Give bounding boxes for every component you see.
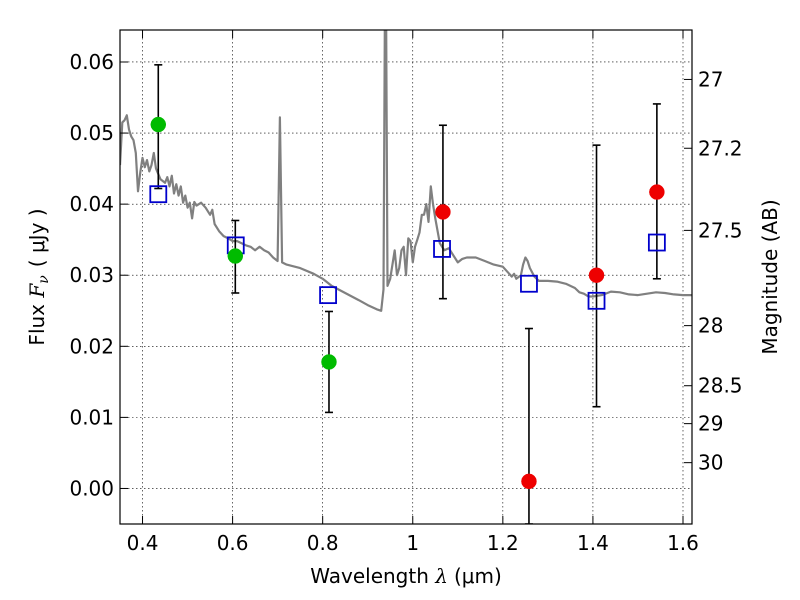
observed-point bbox=[227, 248, 244, 264]
x-tick-label: 0.6 bbox=[217, 531, 249, 555]
y2-tick-label: 28 bbox=[698, 314, 723, 338]
y2-tick-label: 27 bbox=[698, 67, 723, 91]
model-point bbox=[149, 185, 168, 204]
error-bars-layer bbox=[154, 64, 661, 524]
x-tick-label: 1.2 bbox=[487, 531, 519, 555]
template-sed-line bbox=[120, 30, 692, 312]
template-sed-layer bbox=[120, 30, 692, 312]
y2-tick-labels: 27 27.2 27.5 28 28.5 29 30 bbox=[698, 67, 743, 474]
y-tick-label: 0.06 bbox=[69, 50, 114, 74]
observed-point bbox=[521, 473, 537, 490]
axis-ticks bbox=[120, 30, 692, 524]
model-point bbox=[647, 233, 666, 252]
y-tick-label: 0.04 bbox=[69, 192, 114, 216]
x-axis-label: Wavelength λ (μm) bbox=[310, 564, 502, 588]
model-point bbox=[587, 291, 606, 310]
observed-point bbox=[649, 184, 665, 200]
x-tick-labels: 0.4 0.6 0.8 1 1.2 1.4 1.6 bbox=[127, 531, 699, 555]
y2-tick-label: 27.5 bbox=[698, 218, 743, 242]
y2-tick-label: 27.2 bbox=[698, 136, 743, 160]
model-point bbox=[520, 274, 538, 293]
y2-tick-label: 30 bbox=[698, 451, 723, 475]
y2-tick-label: 29 bbox=[698, 412, 723, 436]
y-axis-label: Flux Fν( μJy ) bbox=[25, 208, 52, 345]
x-tick-label: 1.4 bbox=[577, 531, 609, 555]
grid-lines bbox=[120, 30, 692, 524]
model-points-layer bbox=[149, 185, 666, 310]
x-tick-label: 1.6 bbox=[667, 531, 699, 555]
x-tick-label: 0.8 bbox=[307, 531, 339, 555]
x-tick-label: 1 bbox=[406, 531, 419, 555]
observed-point bbox=[150, 116, 167, 133]
x-tick-label: 0.4 bbox=[127, 531, 159, 555]
model-point bbox=[433, 240, 451, 258]
plot-frame bbox=[119, 29, 693, 525]
y-tick-label: 0.01 bbox=[69, 405, 114, 429]
y-tick-label: 0.02 bbox=[69, 334, 114, 358]
y-tick-label: 0.05 bbox=[69, 121, 114, 145]
y-tick-labels: 0.00 0.01 0.02 0.03 0.04 0.05 0.06 bbox=[69, 50, 114, 500]
observed-points-layer bbox=[150, 116, 665, 490]
observed-point bbox=[435, 204, 451, 220]
y-tick-label: 0.03 bbox=[69, 263, 114, 287]
y2-axis-label: Magnitude (AB) bbox=[758, 199, 782, 354]
model-point bbox=[319, 286, 337, 305]
y2-tick-label: 28.5 bbox=[698, 374, 743, 398]
y-tick-label: 0.00 bbox=[69, 476, 114, 500]
observed-point bbox=[588, 267, 605, 283]
observed-point bbox=[321, 354, 337, 370]
